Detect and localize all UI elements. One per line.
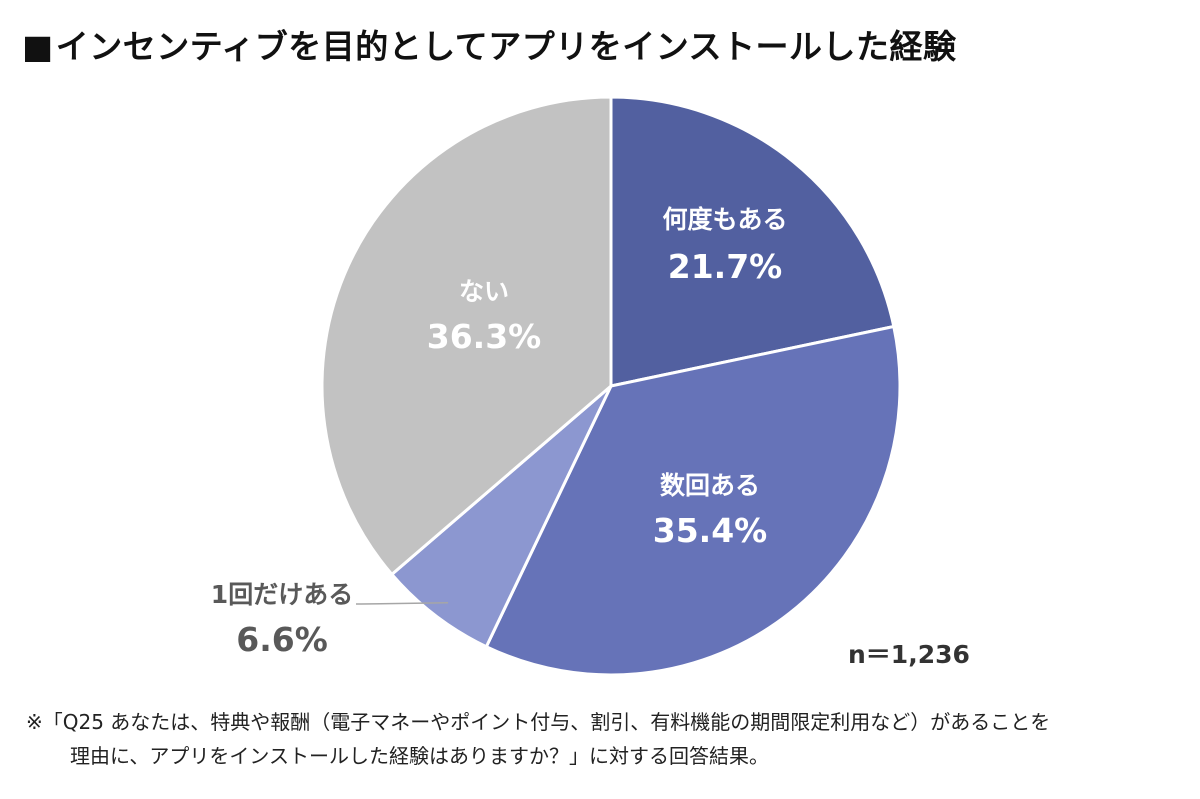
pie-chart: 何度もある 21.7% 数回ある 35.4% 1回だけある 6.6% ない 36.3% n＝1… — [211, 95, 970, 677]
chart-title: ■インセンティブを目的としてアプリをインストールした経験 — [22, 20, 957, 68]
footnote: ※「Q25 あなたは、特典や報酬（電子マネーやポイント付与、割引、有料機能の期間… — [26, 705, 1186, 773]
slice-label-2: 数回ある — [660, 471, 760, 500]
slice-value-4: 36.3% — [427, 317, 542, 356]
footnote-line-2: 理由に、アプリをインストールした経験はありますか？」に対する回答結果。 — [70, 744, 769, 768]
pie-slice-2 — [484, 325, 902, 677]
pie-slice-4 — [320, 95, 613, 576]
pie-slice-1 — [609, 95, 896, 388]
slice-label-4: ない — [459, 277, 509, 306]
title-marker: ■ — [22, 27, 54, 66]
pie-slice-3 — [390, 384, 613, 649]
leader-line-3 — [356, 601, 449, 605]
slice-value-1: 21.7% — [668, 247, 783, 286]
slice-value-3: 6.6% — [236, 620, 328, 659]
slice-value-2: 35.4% — [653, 511, 768, 550]
slice-label-3: 1回だけある — [211, 580, 353, 609]
footnote-line-1: ※「Q25 あなたは、特典や報酬（電子マネーやポイント付与、割引、有料機能の期間… — [26, 710, 1051, 734]
title-text: インセンティブを目的としてアプリをインストールした経験 — [55, 27, 957, 66]
slice-label-1: 何度もある — [662, 205, 787, 234]
sample-size-label: n＝1,236 — [848, 640, 970, 669]
